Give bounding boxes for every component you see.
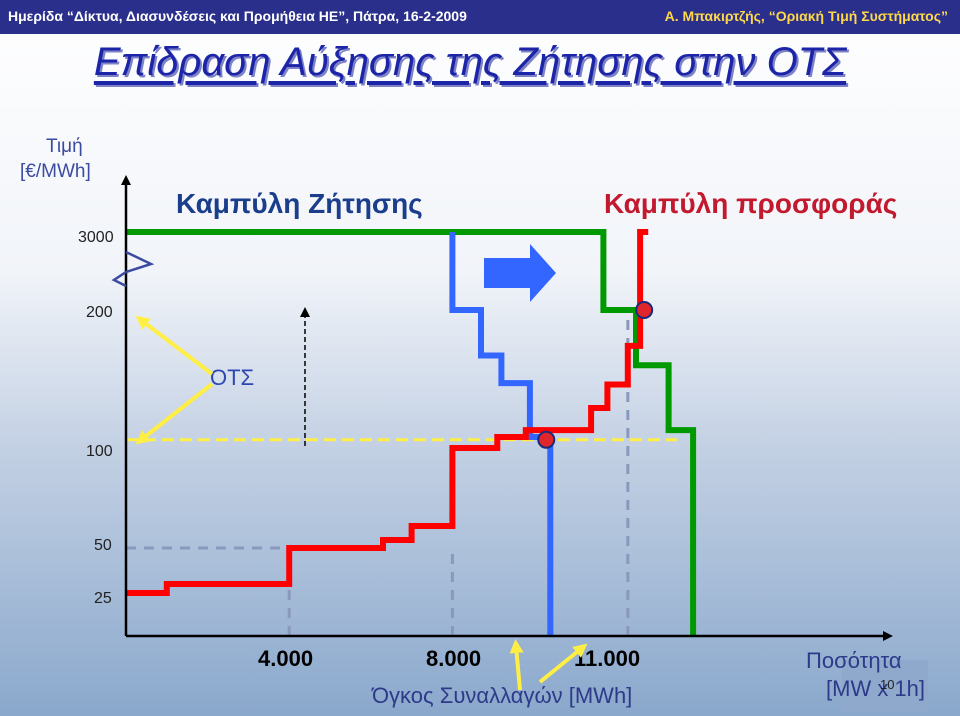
page-number-box <box>842 660 928 712</box>
supply-curve <box>126 229 649 596</box>
y-tick-label: 200 <box>86 304 113 321</box>
y-tick-label: 3000 <box>78 229 114 246</box>
y-tick-label: 25 <box>94 590 112 607</box>
y-axis-label: Τιμή <box>46 136 83 157</box>
equilibrium-point <box>537 430 556 449</box>
demand-curve <box>126 229 697 636</box>
header-event: Ημερίδα “Δίκτυα, Διασυνδέσεις και Προμήθ… <box>8 8 467 24</box>
x-axis-unit-right: [MW x 1h] <box>826 676 926 701</box>
x-axis-label-right: Ποσότητα <box>806 648 902 673</box>
ots-label: ΟΤΣ <box>210 365 255 390</box>
volume-arrow-old <box>509 639 524 691</box>
y-tick-label: 50 <box>94 537 112 554</box>
header-author: Α. Μπακιρτζής, “Οριακή Τιμή Συστήματος” <box>664 8 948 24</box>
shift-right-arrow <box>484 244 556 302</box>
x-tick-label: 8.000 <box>426 646 482 671</box>
page-number: 10 <box>880 677 895 692</box>
y-axis-break <box>111 250 155 288</box>
x-tick-label: 4.000 <box>258 646 314 671</box>
y-tick-label: 100 <box>86 443 113 460</box>
header-bar: Ημερίδα “Δίκτυα, Διασυνδέσεις και Προμήθ… <box>0 0 960 34</box>
ots-arrow-new <box>135 382 214 445</box>
demand-curve-label: Καμπύλη Ζήτησης <box>176 188 423 219</box>
supply-curve-label: Καμπύλη προσφοράς <box>604 188 898 219</box>
slide-title: Επίδραση Αύξησης της Ζήτησης στην ΟΤΣ <box>93 40 847 84</box>
ots-arrow-old <box>135 315 214 376</box>
y-axis-unit: [€/MWh] <box>20 161 91 182</box>
x-axis-label: Όγκος Συναλλαγών [MWh] <box>372 683 633 708</box>
volume-arrow-new <box>538 643 588 684</box>
equilibrium-point <box>635 301 654 319</box>
